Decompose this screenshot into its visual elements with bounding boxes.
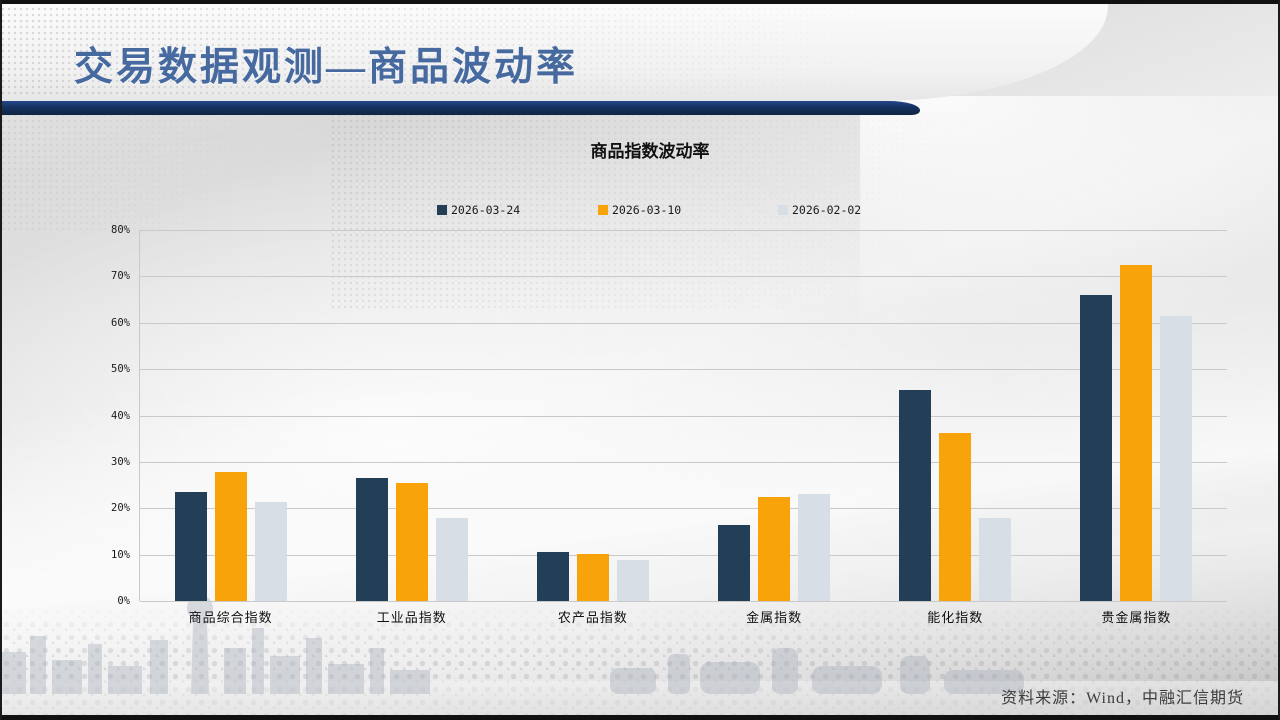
- gridline-70: [140, 276, 1227, 278]
- bar-2026-03-24-商品综合指数: [174, 492, 207, 601]
- world-map-dots-pattern: [0, 112, 260, 232]
- y-tick-label-0: 0%: [117, 595, 130, 607]
- bar-2026-03-24-农产品指数: [536, 551, 569, 601]
- gridline-30: [140, 461, 1227, 463]
- legend-swatch-series3: [778, 205, 788, 215]
- y-axis-line: [139, 230, 140, 601]
- y-tick-label-80: 80%: [111, 224, 130, 236]
- gridline-0: [140, 601, 1227, 602]
- legend-item-3: 2026-02-02: [778, 203, 861, 217]
- gridline-10: [140, 554, 1227, 556]
- header-band: [0, 4, 1108, 101]
- category-label-商品综合指数: 商品综合指数: [188, 610, 273, 625]
- title-divider-bar: [0, 101, 920, 115]
- legend-label-series2: 2026-03-10: [612, 203, 682, 217]
- bar-2026-03-10-农产品指数: [576, 553, 609, 601]
- category-label-金属指数: 金属指数: [746, 610, 803, 625]
- bar-2026-03-10-商品综合指数: [214, 472, 247, 601]
- gridline-20: [140, 508, 1227, 510]
- bottom-edge-bar: [0, 715, 1280, 720]
- gridline-50: [140, 369, 1227, 371]
- legend-swatch-series2: [598, 205, 608, 215]
- bar-2026-03-24-贵金属指数: [1080, 294, 1113, 601]
- bar-2026-02-02-商品综合指数: [254, 501, 287, 601]
- y-tick-label-30: 30%: [111, 455, 130, 468]
- bar-2026-03-24-工业品指数: [355, 478, 388, 601]
- legend-label-series1: 2026-03-24: [451, 203, 521, 217]
- bar-2026-03-10-工业品指数: [395, 483, 428, 601]
- bar-2026-02-02-农产品指数: [616, 560, 649, 601]
- world-map-dots-pattern: [0, 6, 960, 98]
- category-label-农产品指数: 农产品指数: [557, 610, 628, 625]
- page-title: 交易数据观测—商品波动率: [74, 46, 579, 89]
- bar-2026-02-02-贵金属指数: [1160, 315, 1193, 601]
- bar-2026-03-24-能化指数: [899, 389, 932, 601]
- y-tick-label-10: 10%: [111, 548, 130, 561]
- y-tick-label-60: 60%: [111, 316, 130, 329]
- bar-2026-03-10-贵金属指数: [1120, 264, 1153, 601]
- top-edge-bar: [0, 0, 1280, 4]
- legend-item-1: 2026-03-24: [437, 203, 520, 217]
- bar-2026-03-10-能化指数: [939, 433, 972, 601]
- gridline-60: [140, 322, 1227, 324]
- y-tick-label-20: 20%: [111, 502, 130, 515]
- gridline-40: [140, 415, 1227, 417]
- bar-2026-02-02-金属指数: [798, 494, 831, 601]
- legend-item-2: 2026-03-10: [598, 203, 681, 217]
- legend-swatch-series1: [437, 205, 447, 215]
- bar-2026-03-24-金属指数: [718, 524, 751, 601]
- y-tick-label-40: 40%: [111, 409, 130, 422]
- y-tick-label-70: 70%: [111, 270, 130, 283]
- gridline-80: [140, 230, 1227, 231]
- bar-2026-03-10-金属指数: [758, 496, 791, 601]
- chart-title: 商品指数波动率: [590, 142, 710, 161]
- bar-2026-02-02-工业品指数: [435, 518, 468, 601]
- category-label-贵金属指数: 贵金属指数: [1101, 610, 1172, 625]
- legend-label-series3: 2026-02-02: [792, 203, 862, 217]
- bar-2026-02-02-能化指数: [979, 518, 1012, 601]
- category-label-工业品指数: 工业品指数: [376, 610, 447, 625]
- category-label-能化指数: 能化指数: [927, 610, 984, 625]
- data-source-note: 资料来源：Wind，中融汇信期货: [1001, 690, 1244, 707]
- y-tick-label-50: 50%: [111, 363, 130, 376]
